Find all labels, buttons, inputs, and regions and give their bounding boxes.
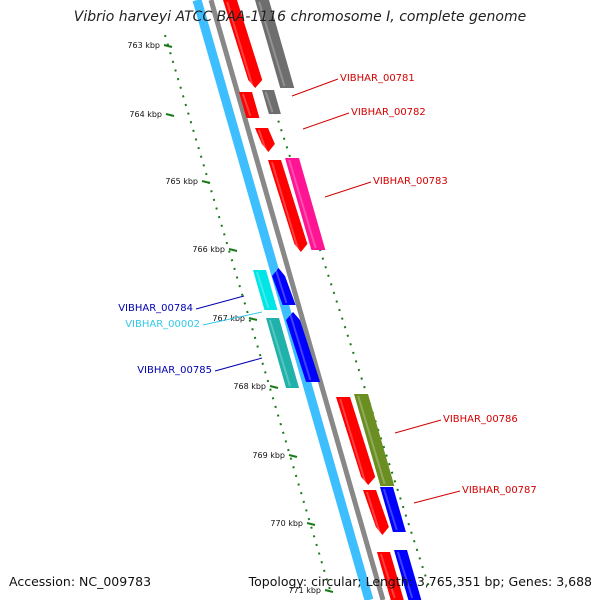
- gene-label: VIBHAR_00782: [351, 107, 426, 118]
- gene-block-vibhar-00786-olive: [354, 394, 395, 486]
- gene-label-leader: [324, 181, 372, 198]
- gene-block-vibhar-00782-grey-shape: [262, 90, 281, 114]
- gene-block-vibhar-00783-pink-highlight: [288, 159, 317, 249]
- gene-label-leader: [214, 357, 263, 372]
- gene-label-leader: [302, 112, 350, 130]
- gene-block-vibhar-00784-rna-highlight: [255, 271, 270, 309]
- gene-block-next-blue: [394, 550, 422, 600]
- gene-label-leader: [394, 419, 442, 434]
- ruler-tick-mark: [324, 589, 334, 593]
- gene-block-vibhar-00786-shape: [336, 397, 376, 485]
- gene-block-vibhar-00786: [336, 397, 376, 485]
- gene-block-vibhar-00785-teal-highlight: [268, 319, 291, 387]
- gene-block-next-red: [377, 552, 404, 600]
- genome-summary: Topology: circular; Length: 3,765,351 bp…: [248, 574, 592, 589]
- gene-block-vibhar-00785-teal: [266, 318, 300, 388]
- gene-label: VIBHAR_00002: [125, 319, 200, 330]
- gene-block-vibhar-00781-grey: [255, 0, 295, 88]
- gene-block-vibhar-00782: [239, 92, 260, 118]
- gene-block-vibhar-00784-shape: [272, 268, 296, 305]
- gene-block-vibhar-00784-highlight: [274, 269, 288, 304]
- ruler-left-dots: [164, 34, 331, 591]
- gene-block-vibhar-00784-rna-shape: [253, 270, 278, 310]
- ruler-right-dots: [269, 94, 431, 591]
- gene-block-vibhar-00787-shape: [363, 490, 389, 535]
- ruler-tick-label: 768 kbp: [233, 382, 266, 391]
- ruler-tick-label: 765 kbp: [165, 177, 198, 186]
- ruler-tick-mark: [165, 113, 175, 117]
- ruler-ticks: 763 kbp 764 kbp 765 kbp 766 kbp 767 kbp 768 k…: [127, 41, 334, 595]
- ruler-tick-label: 764 kbp: [129, 110, 162, 119]
- gene-block-vibhar-00786-olive-shape: [354, 394, 395, 486]
- gene-block-vibhar-00781: [223, 0, 263, 88]
- gene-label-leader: [291, 78, 339, 97]
- ruler-tick-mark: [306, 522, 316, 526]
- gene-block-next-red-shape: [377, 552, 404, 600]
- gene-block-next-blue-shape: [394, 550, 422, 600]
- gene-label-leader: [195, 295, 245, 310]
- gene-block-vibhar-00785-shape: [286, 312, 321, 382]
- ruler-tick-mark: [228, 248, 238, 252]
- gene-label-leader: [202, 311, 263, 326]
- ruler-tick-label: 767 kbp: [212, 314, 245, 323]
- gene-block-vibhar-00787: [363, 490, 389, 535]
- gene-block-vibhar-00787-blue-shape: [380, 487, 406, 532]
- backbone-inner-strand: [208, 0, 386, 600]
- gene-label: VIBHAR_00781: [340, 73, 415, 84]
- gene-block-vibhar-00785-teal-shape: [266, 318, 300, 388]
- ruler-tick-mark: [163, 44, 173, 48]
- gene-block-vibhar-00787-blue-highlight: [382, 488, 398, 531]
- gene-block-vibhar-00783-pink-shape: [285, 158, 326, 250]
- gene-label-leader: [413, 490, 461, 504]
- gene-label: VIBHAR_00785: [137, 365, 212, 376]
- gene-block-vibhar-00783-shape: [268, 160, 308, 252]
- gene-block-vibhar-00786-highlight: [339, 398, 367, 484]
- gene-block-vibhar-00785-highlight: [289, 313, 312, 381]
- gene-block-vibhar-00782-grey: [262, 90, 281, 114]
- gene-block-vibhar-00781-shape: [223, 0, 263, 88]
- ruler-tick-mark: [201, 180, 211, 184]
- gene-block-next-red-highlight: [379, 553, 396, 599]
- gene-block-vibhar-00782-shape: [239, 92, 260, 118]
- gene-label: VIBHAR_00786: [443, 414, 518, 425]
- page-title: Vibrio harveyi ATCC BAA-1116 chromosome …: [73, 9, 527, 25]
- gene-label: VIBHAR_00787: [462, 485, 537, 496]
- ruler-tick-label: 763 kbp: [127, 41, 160, 50]
- ruler-tick-label: 769 kbp: [252, 451, 285, 460]
- gene-block-vibhar-00781-grey-shape: [255, 0, 295, 88]
- gene-block-vibhar-00782-highlight: [241, 93, 252, 117]
- gene-block-vibhar-00783: [268, 160, 308, 252]
- gene-block-vibhar-00782b-shape: [255, 128, 275, 152]
- gene-block-next-blue-highlight: [396, 551, 414, 599]
- gene-block-vibhar-00786-olive-highlight: [357, 395, 386, 485]
- ruler-tick-mark: [269, 385, 279, 389]
- gene-block-vibhar-00784: [272, 268, 296, 305]
- gene-block-vibhar-00782-grey-highlight: [264, 91, 274, 113]
- gene-label: VIBHAR_00783: [373, 176, 448, 187]
- gene-block-vibhar-00787-highlight: [365, 491, 381, 534]
- accession-text: Accession: NC_009783: [9, 574, 152, 589]
- gene-block-vibhar-00783-pink: [285, 158, 326, 250]
- gene-block-vibhar-00781-grey-highlight: [258, 1, 286, 87]
- ruler-tick-label: 770 kbp: [270, 519, 303, 528]
- ruler-tick-label: 766 kbp: [192, 245, 225, 254]
- gene-block-vibhar-00783-highlight: [270, 161, 300, 251]
- gene-block-vibhar-00785: [286, 312, 321, 382]
- ruler-tick-mark: [248, 317, 258, 321]
- ruler-tick-label: 771 kbp: [288, 586, 321, 595]
- gene-block-vibhar-00782b-highlight: [257, 129, 267, 151]
- gene-label: VIBHAR_00784: [118, 303, 193, 314]
- gene-labels: VIBHAR_00781 VIBHAR_00782 VIBHAR_00783 VIBH…: [118, 73, 537, 504]
- feature-blocks: [223, 0, 422, 600]
- ruler-tick-mark: [288, 454, 298, 458]
- gene-block-vibhar-00787-blue: [380, 487, 406, 532]
- gene-block-vibhar-00784-rna: [253, 270, 278, 310]
- gene-block-vibhar-00782b: [255, 128, 275, 152]
- gene-block-vibhar-00781-highlight: [226, 1, 254, 87]
